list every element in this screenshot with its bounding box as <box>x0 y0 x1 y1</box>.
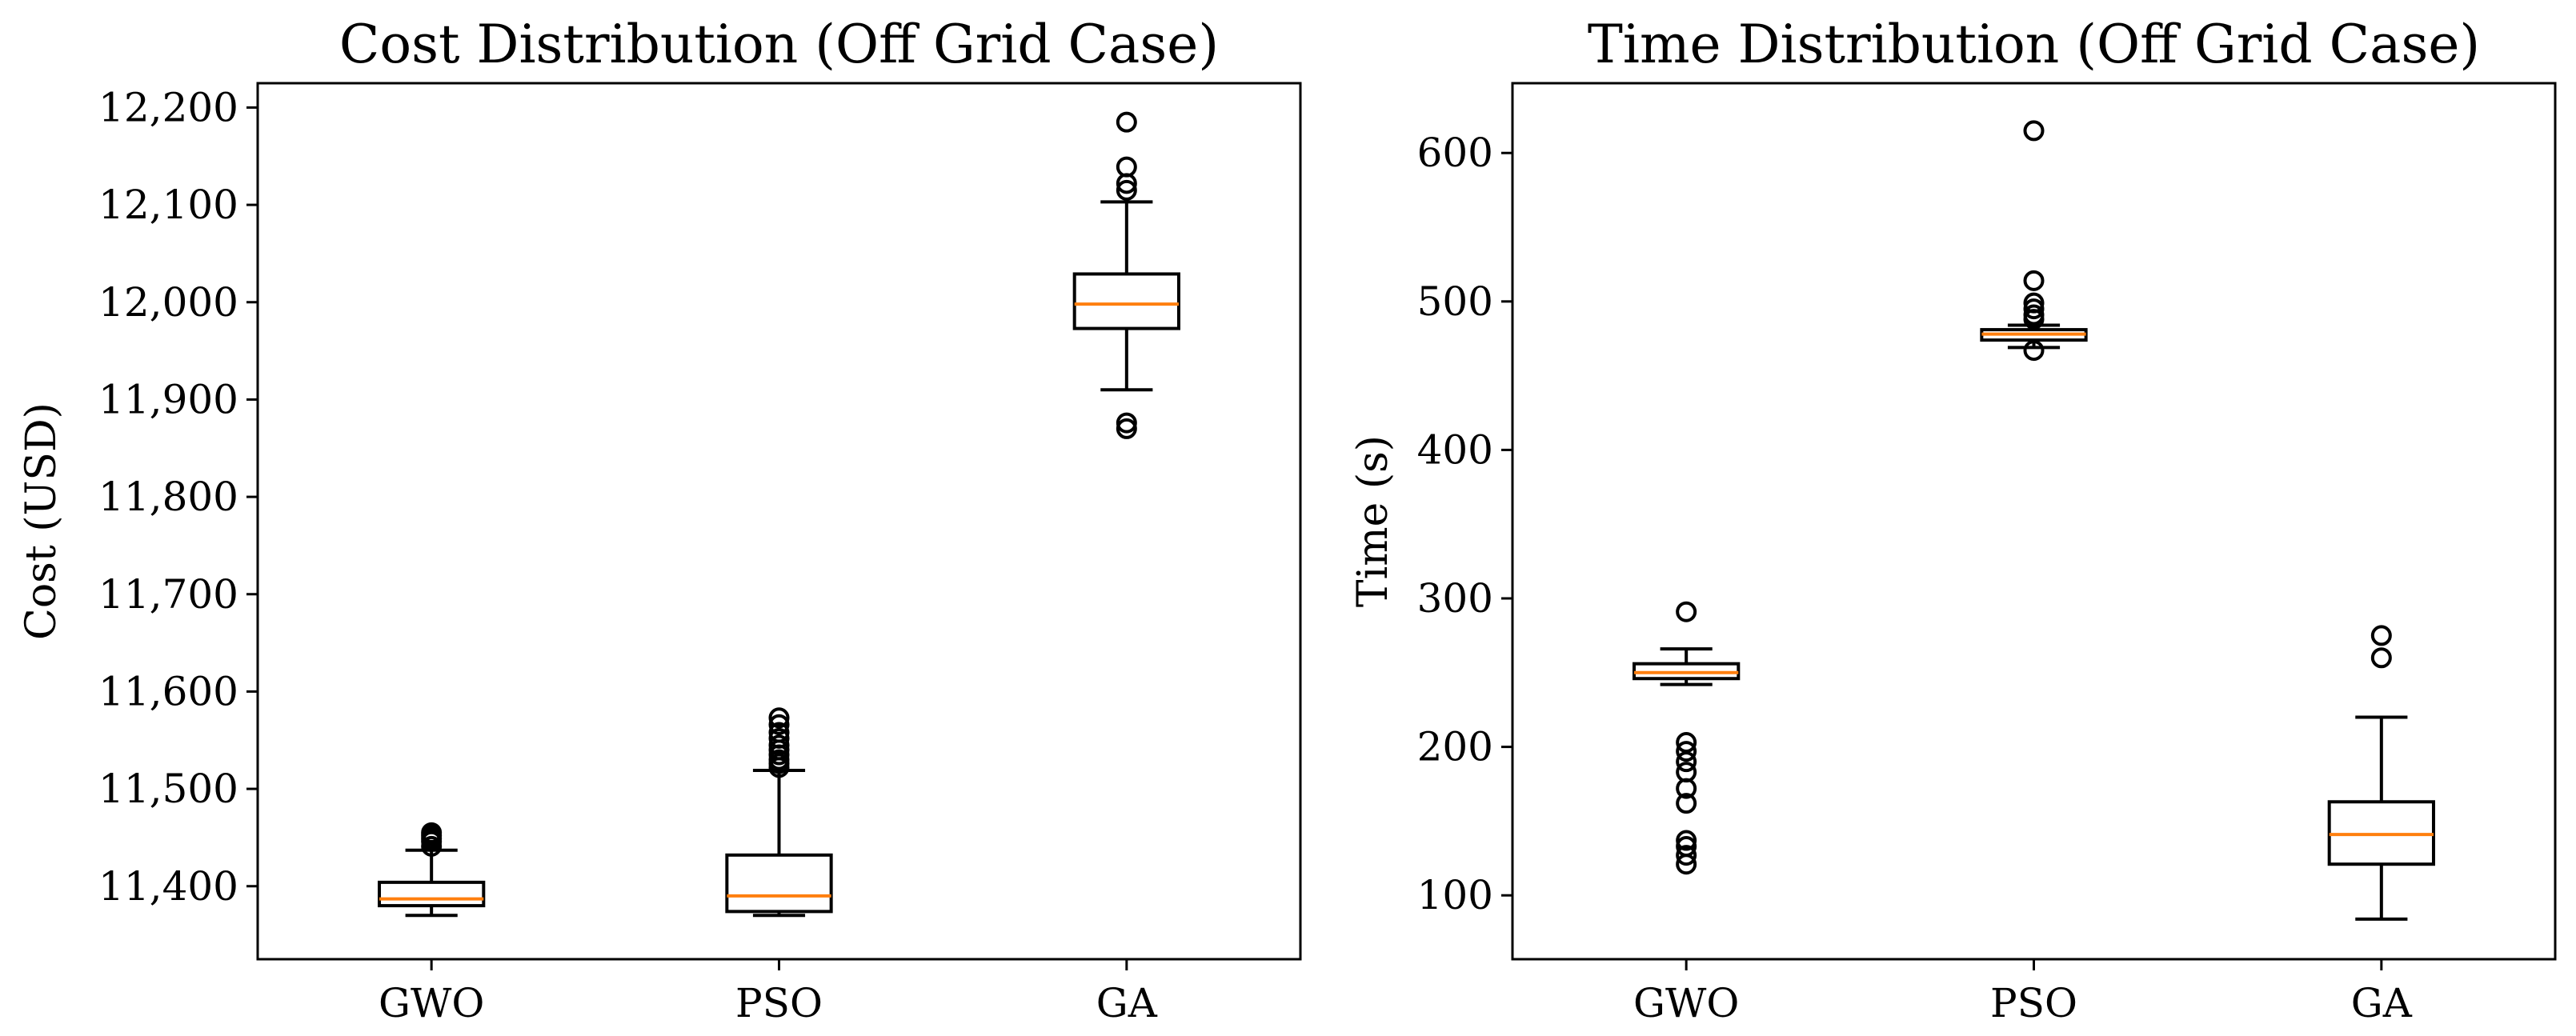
box-pso <box>1980 120 2088 362</box>
outlier-point <box>1676 845 1697 866</box>
outlier-point <box>1116 111 1137 133</box>
outlier-point <box>1116 156 1137 178</box>
y-tick-label: 12,200 <box>98 84 238 130</box>
outlier-point <box>768 714 790 735</box>
y-tick-label: 11,400 <box>98 863 238 910</box>
box-ga <box>2327 625 2435 921</box>
outlier-point <box>768 734 790 756</box>
plot-frame <box>1511 82 2557 961</box>
y-tick-label: 500 <box>1417 278 1493 325</box>
box-gwo <box>1633 601 1741 875</box>
y-tick-label: 11,600 <box>98 668 238 714</box>
outlier-point <box>2370 625 2392 646</box>
outlier-point <box>768 722 790 743</box>
outlier-point <box>2370 647 2392 669</box>
y-tick-label: 12,100 <box>98 182 238 228</box>
y-tick-label: 12,000 <box>98 279 238 326</box>
y-axis-label: Time (s) <box>1349 435 1397 607</box>
outlier-point <box>2023 270 2045 291</box>
outlier-point <box>1116 418 1137 439</box>
outlier-point <box>1676 601 1697 622</box>
y-tick-label: 11,500 <box>98 766 238 812</box>
outlier-point <box>1676 732 1697 754</box>
outlier-point <box>421 822 443 843</box>
box-body <box>1072 272 1180 330</box>
chart-title: Time Distribution (Off Grid Case) <box>1588 14 2480 75</box>
outlier-point <box>1676 762 1697 783</box>
y-tick-label: 11,800 <box>98 474 238 520</box>
box-gwo <box>378 822 486 918</box>
y-axis-label: Cost (USD) <box>18 402 66 640</box>
outlier-point <box>1676 793 1697 814</box>
outlier-point <box>2023 340 2045 362</box>
outlier-point <box>2023 304 2045 326</box>
y-tick-label: 400 <box>1417 426 1493 473</box>
outlier-point <box>1676 830 1697 851</box>
x-tick-label: GWO <box>1633 980 1739 1026</box>
outlier-point <box>768 707 790 729</box>
x-tick-label: PSO <box>735 980 823 1026</box>
outlier-point <box>768 727 790 749</box>
y-tick-label: 11,700 <box>98 571 238 618</box>
outlier-point <box>1116 179 1137 201</box>
outlier-point <box>2023 120 2045 142</box>
outlier-point <box>2023 292 2045 314</box>
box-ga <box>1072 111 1180 439</box>
y-tick-label: 100 <box>1417 872 1493 918</box>
plot-frame <box>256 82 1302 961</box>
outlier-point <box>2023 298 2045 320</box>
y-tick-label: 11,900 <box>98 376 238 422</box>
chart-panel-1: Time Distribution (Off Grid Case) Time (s… <box>1349 14 2557 1026</box>
x-tick-label: PSO <box>1990 980 2077 1026</box>
outlier-point <box>1676 751 1697 773</box>
chart-panel-0: Cost Distribution (Off Grid Case) Cost (U… <box>18 14 1302 1026</box>
chart-title: Cost Distribution (Off Grid Case) <box>339 14 1219 75</box>
x-tick-label: GA <box>1096 980 1158 1026</box>
outlier-point <box>1676 835 1697 857</box>
outlier-point <box>1116 412 1137 434</box>
box-body <box>378 880 486 908</box>
y-tick-label: 300 <box>1417 575 1493 622</box>
box-body <box>725 853 833 914</box>
box-pso <box>725 707 833 918</box>
x-tick-label: GA <box>2351 980 2413 1026</box>
y-tick-label: 200 <box>1417 724 1493 770</box>
x-tick-label: GWO <box>379 980 484 1026</box>
outlier-point <box>1676 741 1697 762</box>
y-tick-label: 600 <box>1417 130 1493 176</box>
